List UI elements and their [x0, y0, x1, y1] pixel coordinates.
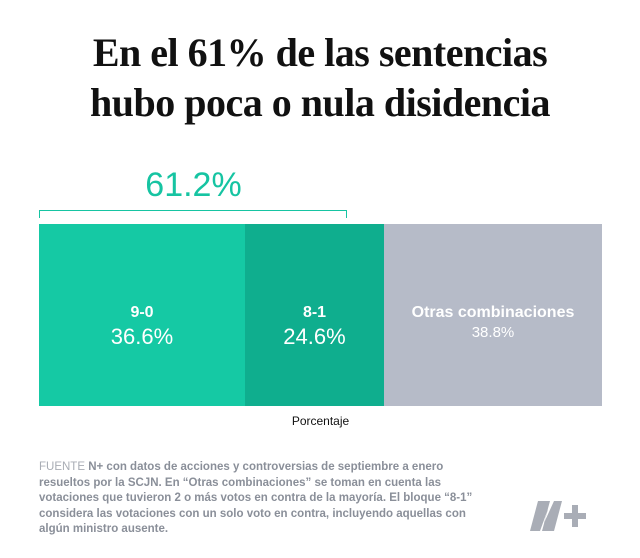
title-line-2: hubo poca o nula disidencia: [90, 80, 551, 125]
segment-otras: Otras combinaciones 38.8%: [384, 224, 602, 406]
n-plus-logo-icon: [528, 497, 592, 533]
source-text: N+ con datos de acciones y controversias…: [39, 461, 473, 535]
segment-8-1: 8-1 24.6%: [245, 224, 384, 406]
segment-label: 8-1: [302, 304, 327, 321]
chart-title: En el 61% de las sentencias hubo poca o …: [0, 28, 640, 128]
source-tag: FUENTE: [39, 461, 85, 473]
segment-label: Otras combinaciones: [411, 304, 575, 321]
segment-value-label: 36.6%: [110, 324, 174, 349]
x-axis-label: Porcentaje: [291, 414, 350, 428]
bracket-line: [39, 210, 347, 218]
title-line-1: En el 61% de las sentencias: [92, 30, 548, 75]
segment-value-label: 24.6%: [283, 324, 346, 349]
stacked-bar: 9-0 36.6% 8-1 24.6% Otras combinaciones 38.8%: [39, 224, 602, 406]
bracket-label: 61.2%: [145, 166, 242, 204]
source-note: FUENTE N+ con datos de acciones y contro…: [39, 460, 489, 538]
segment-9-0: 9-0 36.6%: [39, 224, 245, 406]
segment-value-label: 38.8%: [471, 324, 515, 341]
segment-label: 9-0: [130, 304, 154, 321]
